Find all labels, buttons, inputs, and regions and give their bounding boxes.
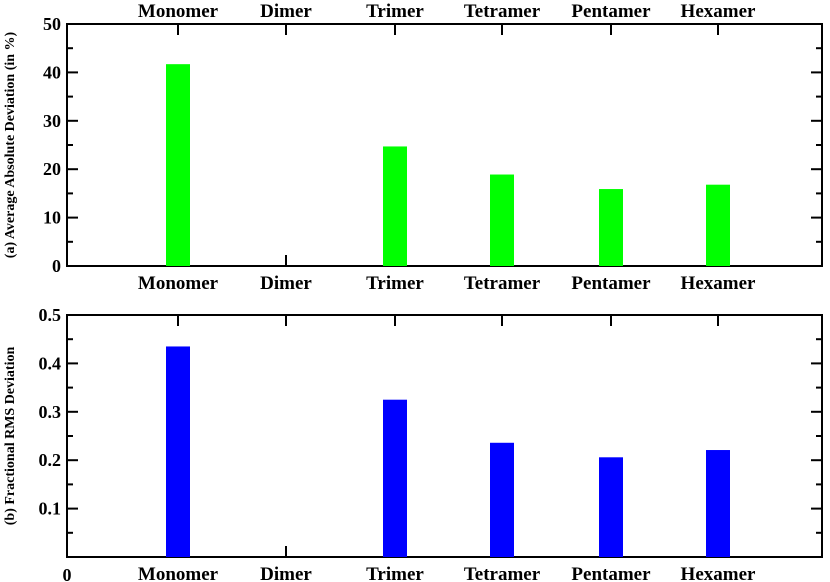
- panel-b-bar-pentamer: [599, 457, 623, 557]
- panel-a-category-label: Pentamer: [571, 273, 651, 294]
- panel-a-top-category-label: Dimer: [260, 1, 312, 22]
- panel-b-ytick-label: 0: [63, 565, 72, 582]
- panel-b-category-label: Monomer: [138, 564, 219, 582]
- panel-b-ytick-label: 0.2: [39, 450, 62, 470]
- panel-a-ylabel: (a) Average Absolute Deviation (in %): [3, 31, 18, 258]
- panel-a-category-label: Tetramer: [464, 273, 541, 294]
- panel-b-ytick-label: 0.5: [39, 305, 62, 325]
- panel-a-bar-tetramer: [490, 174, 514, 266]
- panel-b-bar-monomer: [166, 346, 190, 557]
- panel-a-category-label: Monomer: [138, 273, 219, 294]
- panel-a-category-label: Hexamer: [681, 273, 756, 294]
- panel-a-ytick-label: 40: [43, 62, 61, 82]
- panel-a-top-category-label: Trimer: [366, 1, 424, 22]
- panel-a-bar-pentamer: [599, 189, 623, 266]
- panel-a-ytick-label: 0: [52, 256, 61, 276]
- panel-a-top-category-label: Monomer: [138, 1, 219, 22]
- panel-a-bar-hexamer: [706, 184, 730, 266]
- panel-b-ylabel: (b) Fractional RMS Deviation: [3, 347, 18, 526]
- panel-a-category-label: Trimer: [366, 273, 424, 294]
- panel-a-bar-trimer: [383, 146, 407, 266]
- panel-a-ytick-label: 10: [43, 208, 61, 228]
- panel-a-top-category-label: Pentamer: [571, 1, 651, 22]
- panel-a-category-label: Dimer: [260, 273, 312, 294]
- panel-a-ytick-label: 20: [43, 159, 61, 179]
- panel-a-top-category-label: Tetramer: [464, 1, 541, 22]
- panel-b-ytick-label: 0.3: [39, 402, 62, 422]
- panel-b-category-label: Trimer: [366, 564, 424, 582]
- panel-b-ytick-label: 0.1: [39, 499, 62, 519]
- panel-b-category-label: Pentamer: [571, 564, 651, 582]
- panel-b-bar-trimer: [383, 399, 407, 557]
- panel-a-ytick-label: 50: [43, 14, 61, 34]
- panel-b-category-label: Dimer: [260, 564, 312, 582]
- panel-a-ytick-label: 30: [43, 111, 61, 131]
- panel-b-bar-tetramer: [490, 442, 514, 557]
- panel-a-top-category-label: Hexamer: [681, 1, 756, 22]
- panel-b-category-label: Tetramer: [464, 564, 541, 582]
- panel-b-ytick-label: 0.4: [39, 353, 62, 373]
- panel-a-bar-monomer: [166, 64, 190, 266]
- panel-b-category-label: Hexamer: [681, 564, 756, 582]
- panel-b-bar-hexamer: [706, 450, 730, 557]
